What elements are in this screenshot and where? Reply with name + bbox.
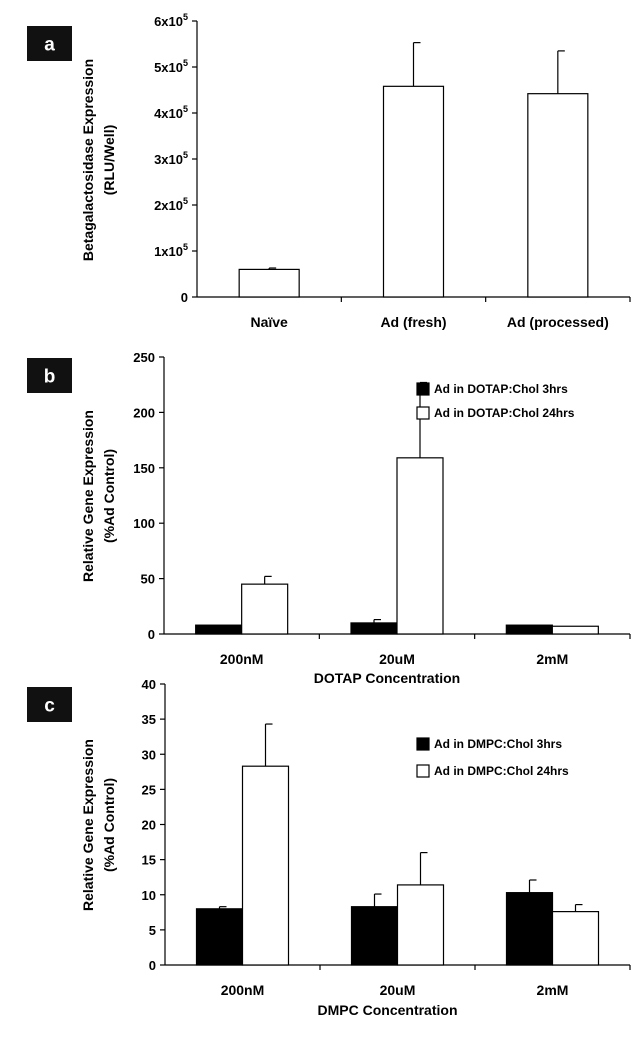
bar	[505, 892, 554, 966]
y-tick-label: 25	[142, 782, 156, 797]
bar	[382, 85, 445, 298]
y-tick-label: 1x105	[154, 242, 188, 259]
legend-label: Ad in DMPC:Chol 3hrs	[434, 737, 562, 751]
bar	[527, 93, 589, 298]
bar	[241, 765, 290, 966]
x-axis-title: DMPC Concentration	[318, 1002, 458, 1018]
x-tick-label: 2mM	[537, 982, 569, 998]
y-tick-label: 3x105	[154, 150, 188, 167]
y-tick-label: 30	[142, 747, 156, 762]
panel-label: c	[44, 696, 55, 717]
chart-panel-c: c 0 5 10 15 20 25 30 35 40 200nM 20uM 2mM Relative Ge…	[27, 677, 631, 1018]
x-tick-label: Naïve	[250, 314, 288, 330]
bar	[195, 624, 243, 635]
y-tick-label: 5x105	[154, 58, 188, 75]
y-tick-label: 10	[142, 888, 156, 903]
legend-swatch	[416, 737, 430, 751]
panel-badge	[27, 687, 72, 722]
bar	[505, 624, 553, 635]
y-tick-label: 6x105	[154, 12, 188, 29]
panel-label: b	[44, 367, 56, 388]
bar	[551, 625, 599, 635]
y-axis-title: Relative Gene Expression	[80, 410, 96, 582]
legend-swatch	[416, 382, 430, 396]
x-tick-label: 20uM	[379, 651, 415, 667]
bar	[350, 622, 398, 635]
y-axis-title: (%Ad Control)	[101, 778, 117, 872]
panel-label: a	[44, 35, 55, 56]
legend-label: Ad in DMPC:Chol 24hrs	[434, 764, 569, 778]
bar	[551, 911, 600, 966]
legend-label: Ad in DOTAP:Chol 3hrs	[434, 382, 568, 396]
y-tick-label: 35	[142, 712, 156, 727]
legend: Ad in DMPC:Chol 3hrs Ad in DMPC:Chol 24hr…	[416, 737, 569, 778]
x-tick-label: 20uM	[380, 982, 416, 998]
y-tick-label: 2x105	[154, 196, 188, 213]
x-tick-label: 200nM	[220, 651, 264, 667]
y-tick-label: 40	[142, 677, 156, 692]
x-tick-label: Ad (fresh)	[380, 314, 446, 330]
panel-badge	[27, 26, 72, 61]
panel-badge	[27, 358, 72, 393]
y-tick-label: 4x105	[154, 104, 188, 121]
y-tick-label: 0	[149, 958, 156, 973]
x-tick-label: 200nM	[221, 982, 265, 998]
legend-swatch	[416, 406, 430, 420]
legend-swatch	[416, 764, 430, 778]
x-axis-title: DOTAP Concentration	[314, 670, 461, 686]
legend-label: Ad in DOTAP:Chol 24hrs	[434, 406, 575, 420]
y-tick-label: 15	[142, 853, 156, 868]
y-tick-label: 20	[142, 818, 156, 833]
x-tick-label: Ad (processed)	[507, 314, 609, 330]
bar	[396, 457, 444, 635]
bar	[238, 268, 300, 298]
y-tick-label: 150	[133, 461, 155, 476]
bar	[195, 908, 244, 966]
bar	[350, 906, 399, 966]
y-tick-label: 50	[141, 572, 155, 587]
bar	[241, 583, 289, 635]
y-tick-label: 0	[181, 290, 188, 305]
chart-panel-a: a 0 1x105 2x105 3x105 4x105 5x105 6x105 Naïve Ad …	[27, 12, 631, 330]
chart-panel-b: b 0 50 100 150 200 250 200nM 20uM 2mM Relative Gen…	[27, 350, 631, 686]
y-axis-title: (RLU/Well)	[101, 125, 117, 196]
y-tick-label: 100	[133, 516, 155, 531]
y-tick-label: 200	[133, 405, 155, 420]
y-tick-label: 0	[148, 627, 155, 642]
bar	[396, 884, 445, 966]
y-tick-label: 5	[149, 923, 156, 938]
legend: Ad in DOTAP:Chol 3hrs Ad in DOTAP:Chol 24…	[416, 382, 575, 420]
y-axis-title: (%Ad Control)	[101, 449, 117, 543]
y-axis-title: Relative Gene Expression	[80, 739, 96, 911]
y-tick-label: 250	[133, 350, 155, 365]
x-tick-label: 2mM	[536, 651, 568, 667]
y-axis-title: Betagalactosidase Expression	[80, 59, 96, 261]
